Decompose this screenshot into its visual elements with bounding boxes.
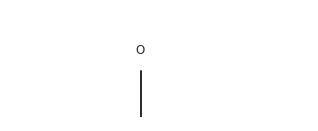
Text: O: O [136, 44, 145, 57]
